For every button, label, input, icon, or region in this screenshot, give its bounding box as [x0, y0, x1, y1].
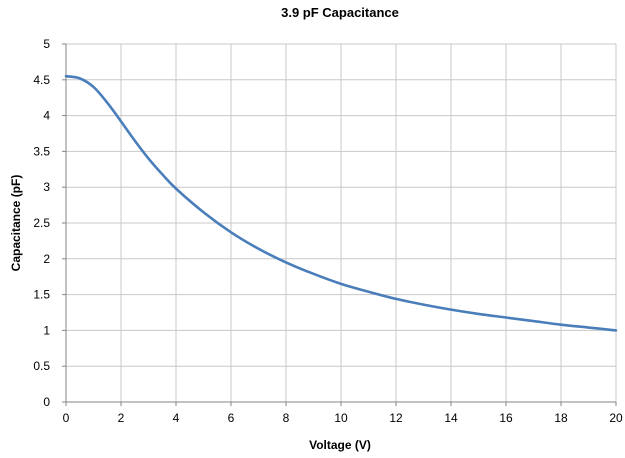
x-axis-label: Voltage (V) [309, 438, 371, 452]
data-point-0-12 [285, 261, 287, 263]
data-point-0-1 [79, 77, 81, 79]
ticks-layer: 0 2 4 6 8 10 12 14 16 18 20 0 0.5 1 1.5 2 2.5 3 3.5 4 4.5 5 [33, 37, 623, 425]
y-tick-label-1: 0.5 [33, 359, 50, 373]
x-tick-label-8: 16 [499, 411, 513, 425]
series-layer [64, 74, 618, 332]
y-tick-label-5: 2.5 [33, 216, 50, 230]
y-tick-label-3: 1.5 [33, 288, 50, 302]
x-tick-label-5: 10 [334, 411, 348, 425]
grid-layer [65, 43, 617, 403]
y-tick-label-0: 0 [43, 395, 50, 409]
y-tick-label-6: 3 [43, 180, 50, 194]
data-point-0-5 [134, 140, 136, 142]
data-point-0-14 [340, 283, 342, 285]
y-tick-label-8: 4 [43, 109, 50, 123]
y-tick-label-2: 1 [43, 323, 50, 337]
data-point-0-0 [65, 75, 67, 77]
series-line-0 [64, 74, 618, 332]
data-point-0-18 [450, 309, 452, 311]
data-point-0-4 [120, 120, 122, 122]
x-tick-label-1: 2 [118, 411, 125, 425]
data-point-0-23 [588, 327, 590, 329]
data-point-0-15 [368, 291, 370, 293]
data-point-0-20 [505, 317, 507, 319]
data-point-0-16 [395, 298, 397, 300]
x-tick-label-7: 14 [444, 411, 458, 425]
data-point-0-7 [161, 173, 163, 175]
data-point-0-10 [230, 231, 232, 233]
data-point-0-19 [478, 313, 480, 315]
y-tick-label-10: 5 [43, 37, 50, 51]
data-point-0-22 [560, 324, 562, 326]
x-tick-label-9: 18 [554, 411, 568, 425]
x-tick-label-0: 0 [63, 411, 70, 425]
data-point-0-8 [175, 188, 177, 190]
x-tick-label-6: 12 [389, 411, 403, 425]
x-tick-label-3: 6 [228, 411, 235, 425]
data-point-0-17 [423, 304, 425, 306]
data-point-0-24 [615, 329, 617, 331]
axes-layer [62, 43, 617, 406]
x-tick-label-4: 8 [283, 411, 290, 425]
data-point-0-6 [148, 158, 150, 160]
y-tick-label-7: 3.5 [33, 144, 50, 158]
data-point-0-13 [313, 273, 315, 275]
x-tick-label-2: 4 [173, 411, 180, 425]
data-point-0-21 [533, 320, 535, 322]
data-point-0-2 [93, 86, 95, 88]
y-axis-label: Capacitance (pF) [9, 175, 23, 272]
data-point-0-11 [258, 248, 260, 250]
data-point-0-9 [203, 211, 205, 213]
y-tick-label-4: 2 [43, 252, 50, 266]
chart-title: 3.9 pF Capacitance [281, 5, 399, 20]
x-tick-label-10: 20 [609, 411, 623, 425]
y-tick-label-9: 4.5 [33, 73, 50, 87]
data-point-0-3 [106, 102, 108, 104]
